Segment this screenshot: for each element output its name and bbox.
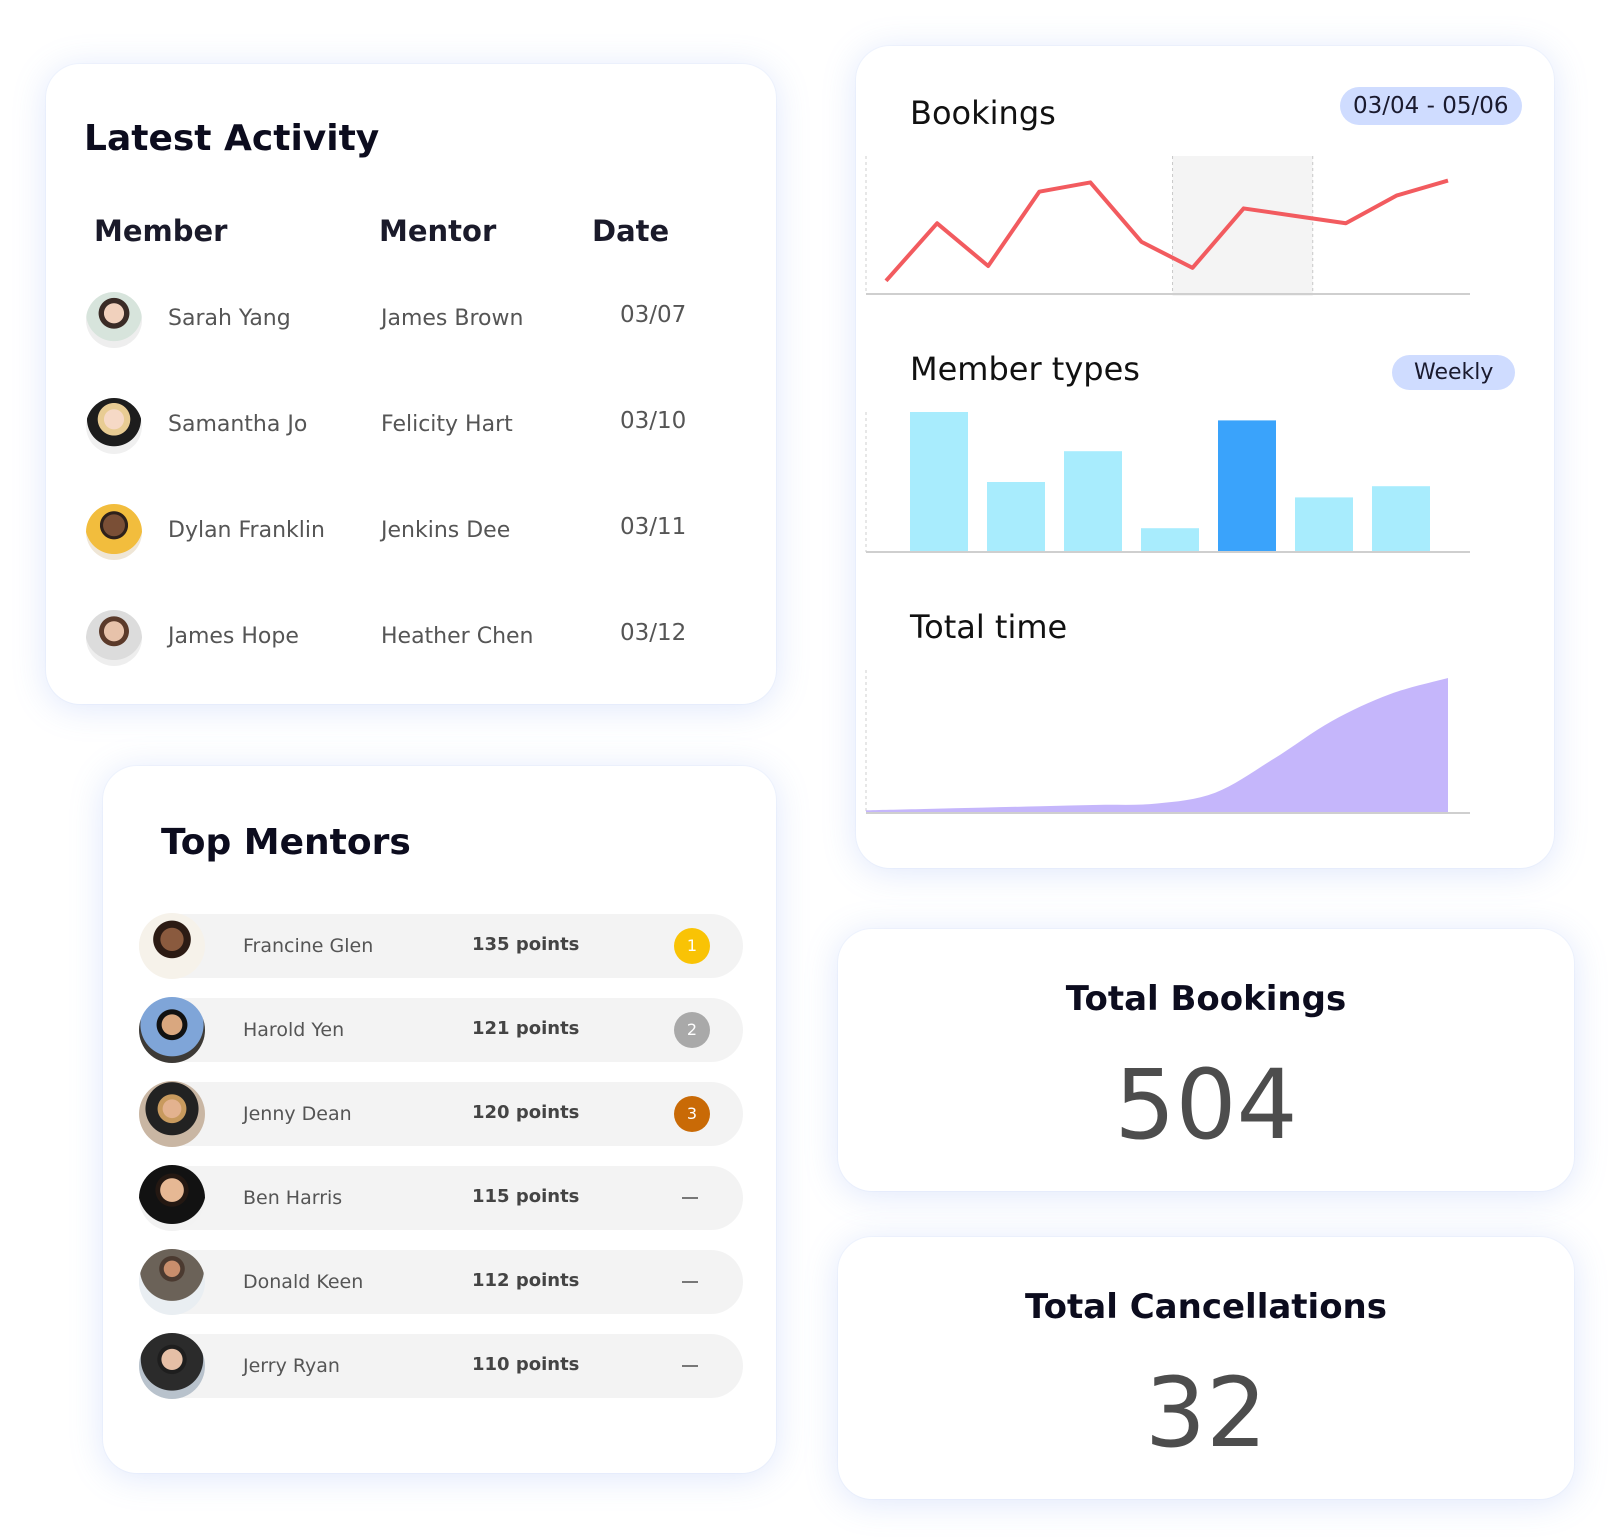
mentor-points: 110 points xyxy=(472,1354,580,1375)
member-type-bar xyxy=(1218,420,1276,552)
mentor-row[interactable]: Harold Yen 121 points 2 xyxy=(139,997,743,1063)
mentor-points: 112 points xyxy=(472,1270,580,1291)
mentor-avatar xyxy=(139,913,205,979)
total-cancellations-value: 32 xyxy=(1144,1357,1268,1469)
mentor-name: Felicity Hart xyxy=(381,412,513,437)
bookings-series-line xyxy=(884,178,1449,283)
activity-row[interactable]: Dylan Franklin Jenkins Dee 03/11 xyxy=(46,494,776,564)
total-time-chart-title: Total time xyxy=(910,608,1068,646)
mentor-avatar xyxy=(139,1165,205,1231)
member-name: Sarah Yang xyxy=(168,306,291,331)
member-types-bar-chart xyxy=(865,412,1470,553)
member-type-bar xyxy=(1372,486,1430,552)
mentor-name: Donald Keen xyxy=(243,1271,364,1293)
mentor-name: Francine Glen xyxy=(243,935,374,957)
rank-badge: 2 xyxy=(674,1012,710,1048)
member-type-bar xyxy=(1141,528,1199,552)
activity-date: 03/12 xyxy=(620,620,687,646)
no-rank-dash xyxy=(682,1365,698,1367)
mentor-row[interactable]: Donald Keen 112 points xyxy=(139,1249,743,1315)
mentor-points: 120 points xyxy=(472,1102,580,1123)
member-name: James Hope xyxy=(168,624,299,649)
bookings-date-range-pill[interactable]: 03/04 - 05/06 xyxy=(1340,87,1522,125)
member-name: Samantha Jo xyxy=(168,412,308,437)
member-types-chart-title: Member types xyxy=(910,350,1140,388)
mentor-points: 115 points xyxy=(472,1186,580,1207)
bookings-chart-title: Bookings xyxy=(910,94,1056,132)
activity-row[interactable]: Sarah Yang James Brown 03/07 xyxy=(46,282,776,352)
member-name: Dylan Franklin xyxy=(168,518,325,543)
mentor-points: 135 points xyxy=(472,934,580,955)
date-column-header: Date xyxy=(592,214,670,248)
member-avatar xyxy=(86,610,142,666)
member-avatar xyxy=(86,292,142,348)
mentor-name: Jenkins Dee xyxy=(381,518,511,543)
mentor-row[interactable]: Francine Glen 135 points 1 xyxy=(139,913,743,979)
top-mentors-card: Top Mentors Francine Glen 135 points 1 H… xyxy=(103,766,776,1473)
mentor-row[interactable]: Jerry Ryan 110 points xyxy=(139,1333,743,1399)
total-time-area-chart xyxy=(865,670,1470,814)
charts-card: Bookings 03/04 - 05/06 Member types Week… xyxy=(856,46,1554,868)
mentor-name: Jenny Dean xyxy=(243,1103,352,1125)
total-bookings-label: Total Bookings xyxy=(1065,979,1347,1019)
mentor-row[interactable]: Ben Harris 115 points xyxy=(139,1165,743,1231)
activity-date: 03/10 xyxy=(620,408,687,434)
mentor-points: 121 points xyxy=(472,1018,580,1039)
mentor-column-header: Mentor xyxy=(379,214,497,248)
rank-badge: 1 xyxy=(674,928,710,964)
member-avatar xyxy=(86,398,142,454)
mentor-avatar xyxy=(139,1333,205,1399)
total-cancellations-card: Total Cancellations 32 xyxy=(838,1237,1574,1499)
mentor-name: Heather Chen xyxy=(381,624,534,649)
rank-badge: 3 xyxy=(674,1096,710,1132)
member-column-header: Member xyxy=(94,214,228,248)
total-cancellations-label: Total Cancellations xyxy=(1025,1287,1387,1327)
member-types-period-pill[interactable]: Weekly xyxy=(1392,355,1516,390)
total-time-area xyxy=(866,678,1448,813)
top-mentors-title: Top Mentors xyxy=(161,822,411,863)
member-type-bar xyxy=(1295,497,1353,552)
mentor-name: Ben Harris xyxy=(243,1187,343,1209)
total-bookings-value: 504 xyxy=(1114,1049,1298,1161)
mentor-name: Harold Yen xyxy=(243,1019,345,1041)
member-type-bar xyxy=(910,412,968,552)
mentor-row[interactable]: Jenny Dean 120 points 3 xyxy=(139,1081,743,1147)
member-avatar xyxy=(86,504,142,560)
bookings-line-chart xyxy=(865,156,1470,296)
member-type-bar xyxy=(1064,451,1122,552)
no-rank-dash xyxy=(682,1197,698,1199)
mentor-avatar xyxy=(139,1081,205,1147)
latest-activity-card: Latest Activity Member Mentor Date Sarah… xyxy=(46,64,776,704)
latest-activity-title: Latest Activity xyxy=(84,118,380,159)
member-type-bar xyxy=(987,482,1045,552)
activity-row[interactable]: James Hope Heather Chen 03/12 xyxy=(46,600,776,670)
total-bookings-card: Total Bookings 504 xyxy=(838,929,1574,1191)
mentor-avatar xyxy=(139,997,205,1063)
no-rank-dash xyxy=(682,1281,698,1283)
highlight-band xyxy=(1172,156,1313,296)
mentor-name: Jerry Ryan xyxy=(243,1355,340,1377)
mentor-name: James Brown xyxy=(381,306,524,331)
activity-date: 03/07 xyxy=(620,302,687,328)
mentor-avatar xyxy=(139,1249,205,1315)
activity-row[interactable]: Samantha Jo Felicity Hart 03/10 xyxy=(46,388,776,458)
activity-date: 03/11 xyxy=(620,514,687,540)
